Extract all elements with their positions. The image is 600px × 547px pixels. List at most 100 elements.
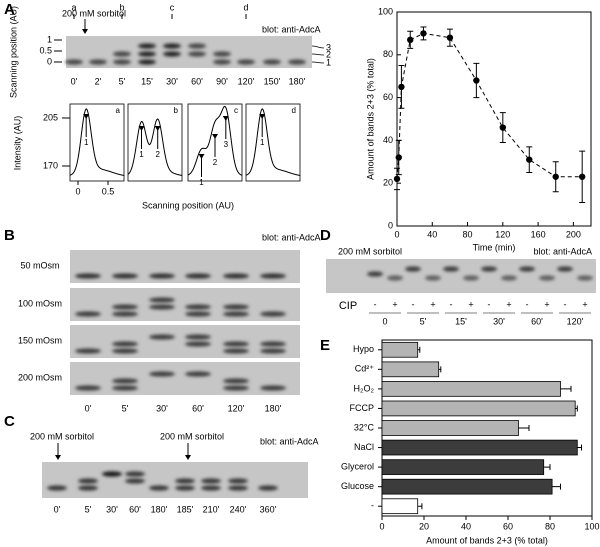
band bbox=[163, 51, 181, 57]
blot-label: blot: anti-AdcA bbox=[260, 436, 319, 446]
peak-label: 3 bbox=[224, 140, 229, 149]
arrow-head bbox=[212, 134, 218, 139]
category-label: NaCl bbox=[354, 442, 374, 452]
axis-label: Intensity (AU) bbox=[12, 116, 22, 171]
band bbox=[113, 51, 131, 57]
profile-letter: c bbox=[234, 106, 238, 115]
band bbox=[113, 59, 131, 65]
band bbox=[112, 341, 138, 347]
band bbox=[481, 266, 497, 272]
cip-sign: - bbox=[374, 299, 377, 309]
arrow-head bbox=[222, 116, 229, 121]
band bbox=[47, 485, 67, 491]
tick-label: 0.5 bbox=[39, 45, 52, 55]
x-tick-label: 100 bbox=[584, 521, 599, 531]
band bbox=[149, 371, 175, 377]
blot bbox=[70, 250, 300, 283]
y-tick-label: 60 bbox=[383, 92, 393, 102]
panel-label: A bbox=[4, 1, 15, 18]
band bbox=[65, 59, 83, 65]
marker-label: a bbox=[71, 2, 76, 12]
lane-label: 30' bbox=[106, 504, 118, 514]
band bbox=[89, 59, 107, 65]
data-point bbox=[407, 36, 414, 44]
band bbox=[188, 43, 206, 49]
condition-label: 200 mOsm bbox=[18, 372, 62, 382]
bar bbox=[381, 459, 545, 475]
data-point bbox=[473, 77, 480, 84]
panel-label: B bbox=[4, 227, 15, 244]
band bbox=[260, 341, 286, 347]
band bbox=[425, 275, 441, 281]
band bbox=[185, 341, 211, 347]
x-tick-label: 200 bbox=[566, 229, 581, 239]
band bbox=[149, 304, 175, 310]
panel-label: C bbox=[4, 413, 15, 430]
band-label: 2 bbox=[326, 49, 331, 59]
condition-label: 100 mOsm bbox=[18, 298, 62, 308]
error-bar bbox=[438, 366, 442, 373]
band-connector bbox=[311, 53, 325, 56]
band bbox=[463, 275, 479, 281]
category-label: Hypo bbox=[353, 344, 374, 354]
time-label: 30' bbox=[493, 316, 505, 326]
y-tick-label: 0 bbox=[388, 220, 393, 230]
data-point bbox=[552, 173, 559, 180]
cip-label: CIP bbox=[339, 300, 357, 312]
band bbox=[223, 304, 249, 310]
lane-label: 2' bbox=[95, 76, 102, 86]
band-connector bbox=[311, 61, 325, 64]
band bbox=[149, 485, 169, 491]
plot-frame bbox=[396, 11, 592, 227]
error-bar bbox=[417, 346, 421, 353]
marker-label: c bbox=[170, 2, 175, 12]
tick-label: 0 bbox=[75, 186, 80, 196]
cip-sign: + bbox=[392, 299, 397, 309]
bar bbox=[381, 478, 553, 495]
band bbox=[539, 275, 555, 281]
data-point bbox=[395, 154, 402, 161]
lane-label: 0' bbox=[85, 403, 92, 413]
treatment-label: 200 mM sorbitol bbox=[30, 431, 94, 441]
condition-label: 150 mOsm bbox=[18, 335, 62, 345]
band bbox=[443, 266, 459, 272]
blot-label: blot: anti-AdcA bbox=[262, 232, 321, 242]
x-tick-label: 80 bbox=[463, 229, 473, 239]
profile-letter: b bbox=[174, 106, 179, 115]
band bbox=[228, 478, 248, 484]
peak-label: 2 bbox=[213, 158, 218, 167]
arrow-head bbox=[259, 114, 266, 119]
band bbox=[223, 385, 249, 391]
band bbox=[288, 59, 306, 65]
band bbox=[112, 378, 138, 384]
band bbox=[163, 43, 181, 49]
error-bar bbox=[552, 483, 561, 490]
band bbox=[188, 51, 206, 57]
data-point bbox=[526, 156, 533, 163]
arrow-head bbox=[198, 154, 205, 159]
arrow-head bbox=[185, 455, 191, 460]
data-point bbox=[446, 34, 454, 41]
peak-label: 2 bbox=[155, 150, 160, 159]
band bbox=[149, 273, 175, 279]
category-label: H₂O₂ bbox=[354, 383, 375, 393]
blot bbox=[70, 362, 300, 395]
band bbox=[78, 485, 98, 491]
lane-label: 180' bbox=[289, 76, 306, 86]
arrow-head bbox=[138, 126, 145, 131]
cip-sign: + bbox=[544, 299, 549, 309]
x-axis-label: Time (min) bbox=[473, 242, 516, 252]
band bbox=[501, 275, 517, 281]
x-tick-label: 80 bbox=[545, 521, 555, 531]
band bbox=[223, 348, 249, 354]
band bbox=[185, 334, 211, 340]
band bbox=[577, 275, 593, 281]
category-label: - bbox=[371, 501, 374, 511]
y-tick-label: 20 bbox=[383, 178, 393, 188]
peak-label: 1 bbox=[199, 178, 204, 187]
band bbox=[405, 266, 421, 272]
data-point bbox=[398, 83, 405, 91]
band-label: 3 bbox=[326, 42, 331, 52]
data-point bbox=[578, 173, 586, 180]
category-label: FCCP bbox=[350, 403, 375, 413]
